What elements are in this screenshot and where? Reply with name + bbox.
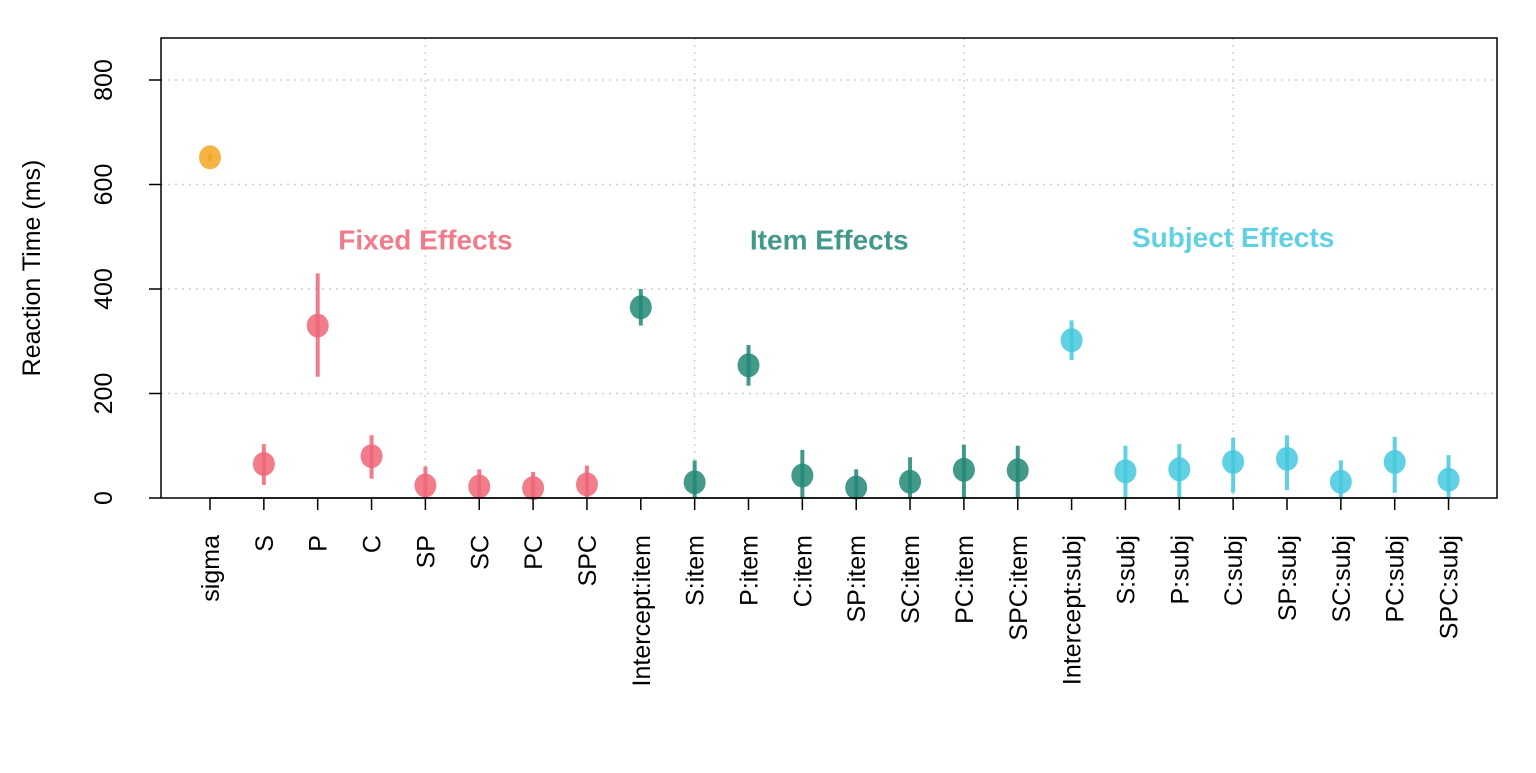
x-tick-label: PC:subj: [1382, 535, 1410, 623]
data-point: [199, 145, 221, 170]
data-point: [1437, 467, 1460, 492]
x-tick-label: SPC: [574, 535, 602, 586]
data-point: [1329, 469, 1352, 494]
data-point: [791, 463, 814, 488]
marks-layer: [199, 145, 1460, 501]
data-point: [1006, 458, 1029, 483]
x-tick-label: PC:item: [951, 535, 979, 624]
data-point: [252, 452, 275, 477]
x-tick-label: sigma: [197, 535, 225, 602]
x-tick-label: SC: [466, 535, 494, 570]
group-label: Item Effects: [750, 224, 909, 255]
data-point: [360, 444, 383, 469]
y-tick-label: 400: [90, 268, 118, 310]
y-tick-label: 800: [90, 59, 118, 101]
group-labels: Fixed Effects Item Effects Subject Effects: [338, 222, 1334, 256]
x-tick-label: PC: [520, 535, 548, 570]
x-tick-label: SPC:subj: [1436, 535, 1464, 639]
data-point: [1276, 446, 1298, 471]
data-point: [1383, 449, 1406, 474]
data-point: [522, 476, 545, 501]
x-tick-label: S:item: [682, 535, 710, 606]
x-tick-label: SC:item: [897, 535, 925, 624]
grid-layer: [161, 38, 1497, 498]
data-point: [1168, 457, 1191, 482]
x-tick-label: P:item: [736, 535, 764, 606]
x-tick-label: Intercept:item: [628, 535, 656, 686]
x-tick-label: C: [359, 535, 387, 553]
x-tick-label: SP:subj: [1274, 535, 1302, 621]
y-tick-label: 600: [90, 164, 118, 206]
data-point: [629, 295, 652, 320]
x-tick-label: SP:item: [843, 535, 871, 623]
data-point: [952, 457, 975, 482]
x-tick-label: SP: [412, 535, 440, 568]
x-tick-label: S:subj: [1112, 535, 1140, 604]
data-point: [737, 353, 760, 378]
x-tick-label: S: [251, 535, 279, 552]
x-tick-label: SPC:item: [1005, 535, 1033, 641]
data-point: [306, 313, 329, 338]
group-label: Subject Effects: [1132, 222, 1334, 253]
plot-frame: [160, 37, 1498, 499]
data-point: [899, 469, 922, 494]
data-point: [683, 470, 706, 495]
y-axis-title: Reaction Time (ms): [18, 160, 46, 377]
data-point: [575, 472, 598, 497]
data-point: [1222, 449, 1245, 474]
x-tick-label: Intercept:subj: [1059, 535, 1087, 685]
data-point: [468, 474, 491, 499]
data-point: [1114, 459, 1137, 484]
data-point: [1060, 328, 1083, 353]
x-tick-label: C:item: [789, 535, 817, 607]
x-tick-label: P: [305, 535, 333, 552]
x-tick-label: P:subj: [1166, 535, 1194, 604]
group-label: Fixed Effects: [338, 224, 512, 255]
data-point: [845, 475, 868, 500]
y-tick-label: 200: [90, 373, 118, 415]
y-tick-label: 0: [90, 491, 118, 505]
x-tick-label: C:subj: [1220, 535, 1248, 606]
y-axis: 0 200 400 600 800: [90, 59, 161, 505]
x-axis: sigma S P C SP SC PC SPC Intercept:item S:item P:i…: [197, 497, 1464, 686]
data-point: [414, 473, 437, 498]
x-tick-label: SC:subj: [1328, 535, 1356, 623]
